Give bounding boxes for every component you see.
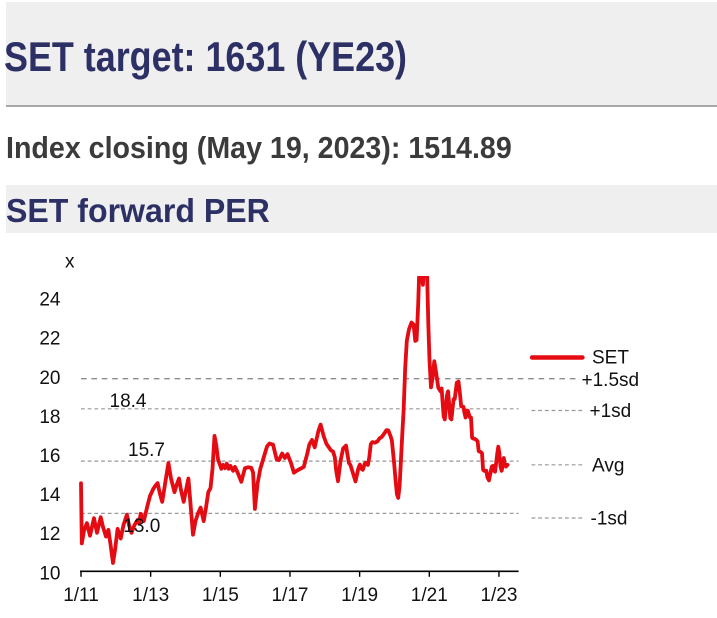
svg-text:12: 12	[39, 524, 60, 545]
svg-text:-1sd: -1sd	[591, 509, 628, 530]
svg-text:SET: SET	[592, 348, 629, 369]
svg-text:1/19: 1/19	[341, 585, 378, 606]
svg-text:1/15: 1/15	[202, 585, 239, 606]
svg-text:22: 22	[39, 329, 60, 350]
svg-text:18.4: 18.4	[110, 391, 147, 412]
svg-text:1/21: 1/21	[411, 585, 448, 606]
svg-text:18: 18	[39, 407, 60, 428]
svg-text:10: 10	[39, 563, 60, 584]
svg-text:20: 20	[39, 368, 60, 389]
svg-text:+1.5sd: +1.5sd	[582, 370, 640, 391]
svg-text:x: x	[65, 252, 75, 273]
svg-text:Avg: Avg	[592, 455, 624, 476]
svg-text:1/13: 1/13	[132, 585, 169, 606]
svg-text:1/17: 1/17	[271, 585, 308, 606]
svg-text:15.7: 15.7	[128, 440, 165, 461]
svg-text:1/23: 1/23	[480, 585, 517, 606]
svg-text:24: 24	[39, 290, 61, 311]
svg-text:1/11: 1/11	[63, 585, 99, 606]
svg-text:13.0: 13.0	[123, 516, 160, 537]
svg-text:+1sd: +1sd	[590, 401, 632, 422]
svg-text:14: 14	[39, 485, 61, 506]
svg-text:16: 16	[39, 446, 60, 467]
